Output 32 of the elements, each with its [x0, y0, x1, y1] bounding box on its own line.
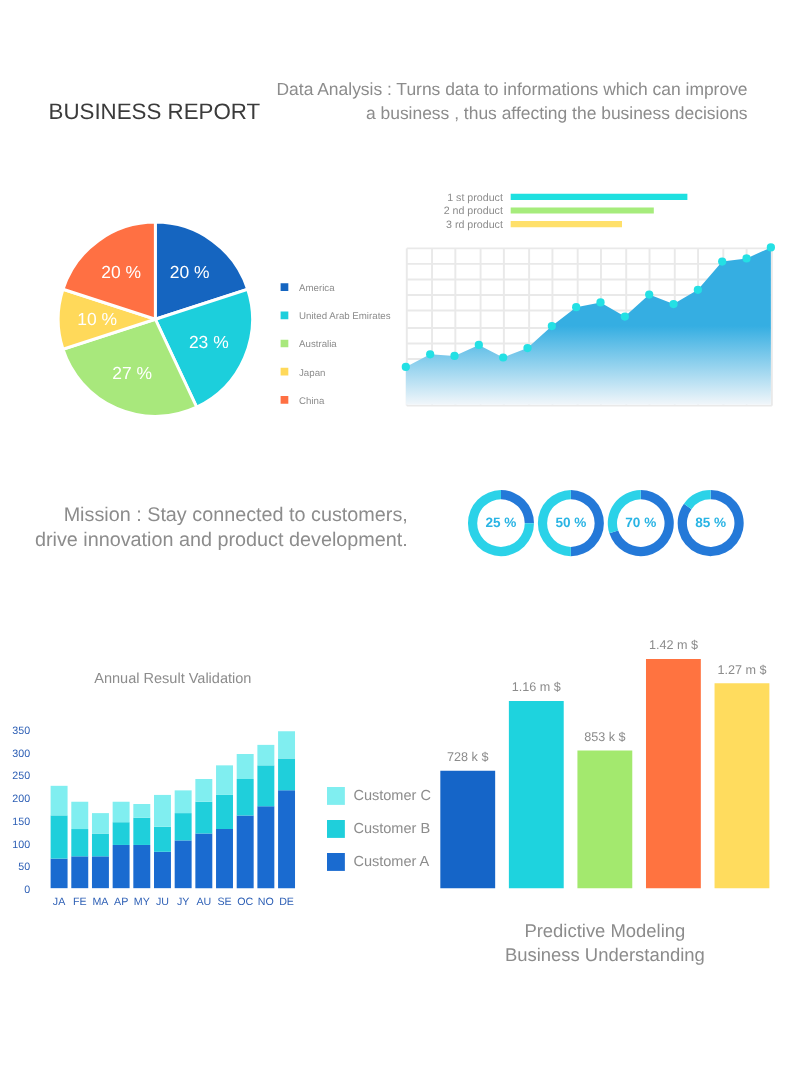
bar — [154, 826, 171, 852]
donut-slice — [500, 490, 534, 524]
bar — [154, 794, 171, 827]
bar — [278, 731, 296, 759]
data-label: 10 % — [77, 309, 118, 330]
bar — [278, 758, 296, 791]
data-label: 23 % — [188, 332, 230, 353]
donut-slice — [570, 490, 604, 557]
data-label: 20 % — [101, 261, 142, 282]
bar — [91, 856, 109, 889]
bar — [577, 750, 633, 889]
donut-slice — [607, 490, 641, 534]
text: Predictive Modeling — [524, 920, 686, 941]
bar — [91, 833, 109, 857]
bar — [216, 829, 233, 889]
bar — [508, 701, 564, 889]
bar — [216, 794, 233, 830]
donut-slice — [683, 490, 711, 510]
text: Data Analysis : Turns data to informations which can improve a business , thus affecting the business decisions — [276, 78, 749, 124]
donut-slice — [537, 490, 571, 557]
bar — [440, 770, 496, 889]
bar — [154, 851, 171, 889]
bar — [714, 683, 770, 889]
bar — [278, 790, 296, 889]
text: Business Understanding — [504, 944, 705, 965]
data-label: 20 % — [169, 261, 210, 282]
bar — [216, 765, 233, 795]
bar — [91, 813, 109, 834]
text: Mission : Stay connected to customers, drive innovation and product development. — [34, 505, 408, 553]
data-label: 27 % — [112, 362, 153, 383]
text: BUSINESS REPORT — [48, 101, 261, 126]
bar — [645, 659, 701, 889]
